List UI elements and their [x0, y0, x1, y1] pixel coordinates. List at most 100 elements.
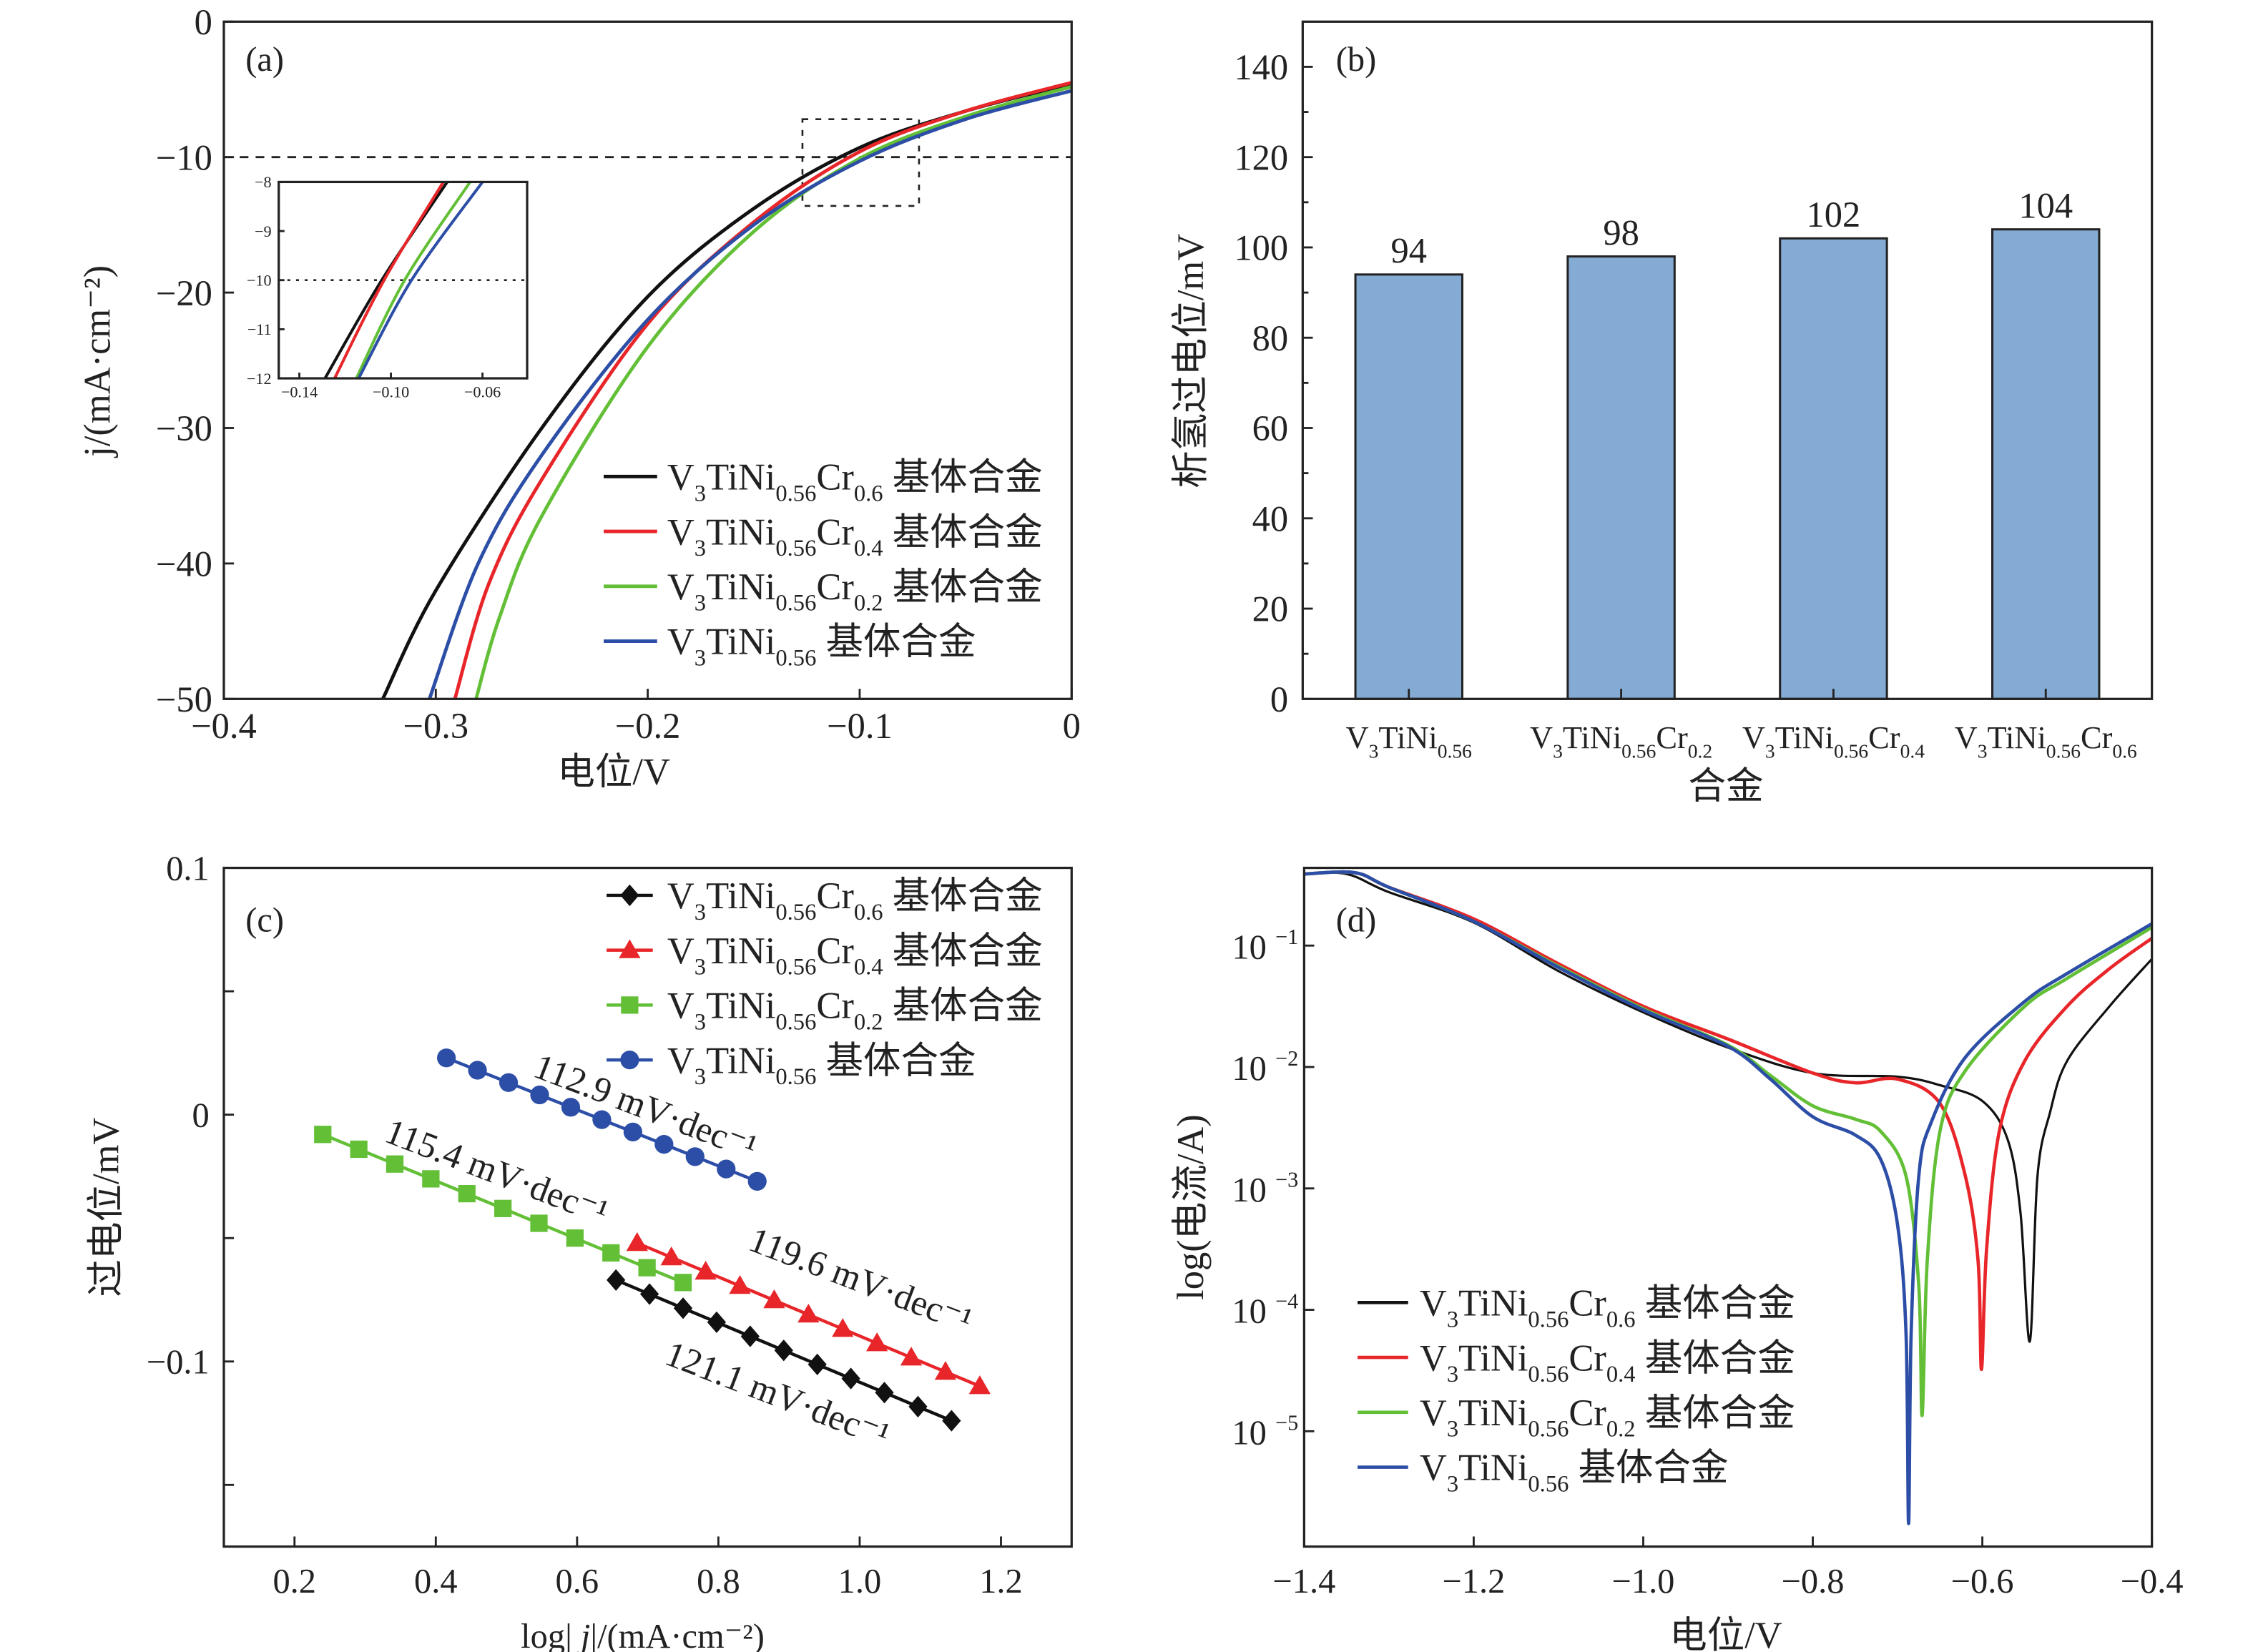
square-marker [350, 1140, 368, 1159]
subscript: 3 [694, 645, 706, 671]
subscript: 3 [1765, 739, 1775, 762]
circle-marker [468, 1061, 487, 1080]
diamond-marker [707, 1311, 727, 1334]
y-tick-label: 80 [1252, 318, 1288, 358]
y-tick-label: −40 [156, 544, 212, 584]
bar-value-label: 104 [2018, 186, 2073, 226]
x-tick-label: −0.10 [373, 383, 409, 400]
diamond-marker [639, 1283, 659, 1305]
y-tick-label: −8 [255, 173, 272, 191]
subscript: 0.56 [775, 481, 816, 506]
formula-suffix: 基体合金 [883, 930, 1043, 972]
formula-part: TiNi [706, 875, 775, 917]
subscript: 0.56 [1528, 1307, 1569, 1332]
x-tick-label: V3TiNi0.56Cr0.2 [1530, 719, 1712, 762]
y-tick-label: 10 [1232, 928, 1266, 966]
y-tick-label: 10 [1232, 1414, 1266, 1452]
formula-part: TiNi [706, 566, 775, 608]
circle-marker [717, 1159, 736, 1179]
square-marker [314, 1126, 332, 1144]
subscript: 3 [1978, 739, 1988, 762]
formula-part: TiNi [1563, 719, 1621, 755]
x-tick-label: 0 [1063, 706, 1081, 746]
subscript: 0.56 [1528, 1362, 1569, 1387]
y-tick-label: −12 [247, 370, 272, 388]
x-tick-label: 1.0 [838, 1563, 882, 1601]
square-marker [674, 1274, 692, 1292]
panel-label: (b) [1336, 41, 1377, 79]
y-tick-label: 140 [1234, 47, 1288, 87]
series-line-red [1304, 870, 2152, 1372]
circle-marker [436, 1048, 456, 1068]
formula-part: TiNi [1458, 1337, 1528, 1379]
y-tick-exponent: −3 [1275, 1168, 1298, 1192]
diamond-marker [808, 1353, 827, 1376]
subscript: 0.2 [854, 1009, 883, 1035]
y-tick-label: −9 [255, 222, 272, 240]
legend-label: V3TiNi0.56Cr0.4 基体合金 [667, 930, 1043, 980]
subscript: 0.56 [775, 536, 816, 561]
square-marker [566, 1229, 584, 1247]
x-tick-label: −0.6 [1951, 1563, 2014, 1601]
triangle-marker [934, 1361, 957, 1380]
subscript: 0.56 [775, 955, 816, 980]
subscript: 0.4 [1900, 739, 1925, 762]
bar-value-label: 94 [1391, 231, 1427, 271]
formula-part: Cr [816, 875, 854, 917]
legend-label: V3TiNi0.56Cr0.6 基体合金 [1420, 1283, 1795, 1333]
formula-part: V [1955, 719, 1978, 755]
subscript: 3 [694, 900, 706, 925]
y-tick-label: 0 [192, 1097, 210, 1135]
legend-label: V3TiNi0.56Cr0.2 基体合金 [1420, 1392, 1795, 1442]
x-axis-label: 电位/V [557, 751, 670, 792]
x-axis-label: log| j|/(mA·cm⁻²) [521, 1618, 765, 1652]
triangle-marker [832, 1318, 854, 1337]
formula-part: V [667, 1040, 694, 1081]
square-marker [422, 1170, 440, 1188]
triangle-marker [900, 1347, 923, 1366]
formula-part: Cr [1569, 1337, 1606, 1379]
x-tick-label: V3TiNi0.56Cr0.4 [1742, 719, 1925, 762]
inset-line-blue [357, 181, 484, 379]
triangle-marker [866, 1332, 888, 1352]
diamond-marker [740, 1325, 760, 1347]
y-tick-label: −10 [247, 272, 272, 290]
circle-marker [620, 1050, 639, 1070]
formula-suffix: 基体合金 [1569, 1447, 1728, 1489]
formula-part: V [667, 511, 694, 553]
circle-marker [530, 1085, 549, 1105]
subscript: 3 [1447, 1362, 1458, 1387]
x-tick-label: 0.4 [414, 1563, 458, 1601]
subscript: 3 [694, 1064, 706, 1090]
subscript: 0.4 [1606, 1362, 1636, 1387]
triangle-marker [729, 1275, 751, 1294]
formula-part: V [667, 621, 694, 663]
subscript: 3 [1447, 1307, 1458, 1332]
formula-part: TiNi [1378, 719, 1437, 755]
subscript: 0.56 [2046, 739, 2081, 762]
x-axis-label: 电位/V [1669, 1615, 1782, 1652]
subscript: 0.56 [775, 1009, 816, 1035]
circle-marker [592, 1110, 612, 1129]
y-tick-label: −50 [156, 679, 212, 719]
formula-part: V [1420, 1337, 1447, 1379]
subscript: 0.56 [1834, 739, 1868, 762]
diamond-marker [607, 1269, 626, 1292]
legend-label: V3TiNi0.56Cr0.2 基体合金 [667, 985, 1043, 1036]
x-tick-label: −0.06 [464, 383, 501, 400]
x-tick-label: −0.4 [2121, 1563, 2184, 1601]
subscript: 3 [1553, 739, 1563, 762]
diamond-marker [875, 1382, 894, 1404]
formula-part: Cr [816, 511, 854, 553]
y-tick-label: −30 [156, 408, 212, 448]
formula-part: V [1742, 719, 1765, 755]
series-line-blue [1304, 870, 2152, 1525]
formula-part: Cr [1569, 1283, 1606, 1324]
formula-suffix: 基体合金 [816, 1040, 976, 1081]
xlabel-part: |/(mA·cm⁻²) [590, 1618, 765, 1652]
subscript: 0.56 [775, 591, 816, 616]
subscript: 0.2 [1606, 1417, 1636, 1442]
subscript: 3 [694, 1009, 706, 1035]
subscript: 0.56 [775, 645, 816, 671]
